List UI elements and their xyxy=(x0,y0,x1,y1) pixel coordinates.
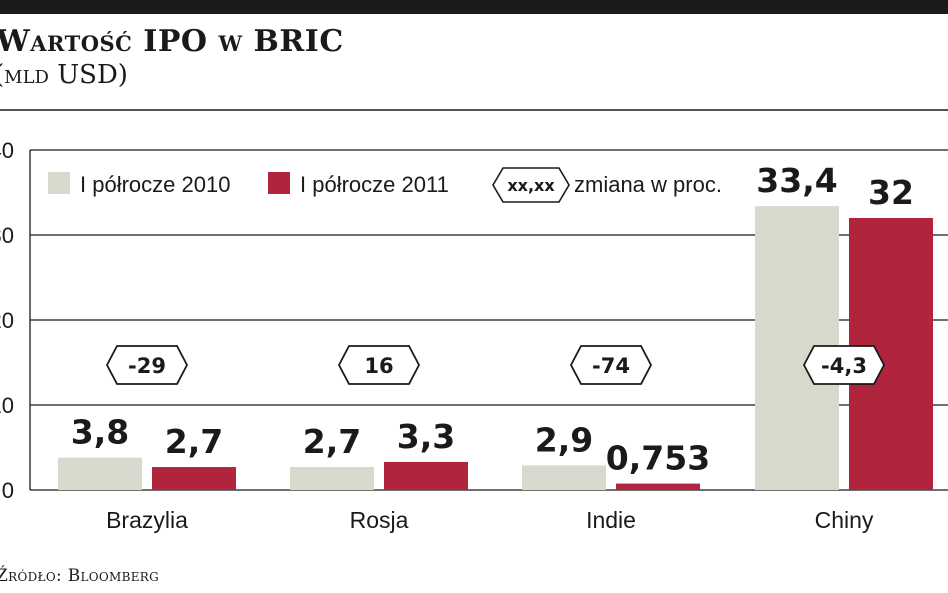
chart-subtitle: (mld USD) xyxy=(0,60,128,90)
data-label: 3,3 xyxy=(397,417,455,456)
change-legend-label: zmiana w proc. xyxy=(574,172,722,197)
change-legend-badge xyxy=(492,167,570,203)
change-label: 16 xyxy=(364,354,393,378)
bar xyxy=(58,457,142,490)
change-label: -4,3 xyxy=(821,354,867,378)
y-tick-label: 0 xyxy=(2,478,14,503)
bar xyxy=(616,483,700,490)
data-label: 2,7 xyxy=(303,422,361,461)
data-label: 3,8 xyxy=(71,413,129,452)
bar xyxy=(290,467,374,490)
y-tick-label: 20 xyxy=(0,308,14,333)
change-legend-symbol: xx,xx xyxy=(507,176,555,195)
bar xyxy=(152,467,236,490)
data-label: 0,753 xyxy=(606,439,710,478)
change-label: -29 xyxy=(128,354,166,378)
y-tick-label: 30 xyxy=(0,223,14,248)
change-badge xyxy=(802,345,886,385)
data-label: 33,4 xyxy=(756,161,837,200)
legend-swatch xyxy=(268,172,290,194)
y-tick-label: 10 xyxy=(0,393,14,418)
x-tick-label: Chiny xyxy=(815,507,874,533)
legend-label: I półrocze 2011 xyxy=(300,172,449,197)
change-badge xyxy=(105,345,189,385)
x-tick-label: Rosja xyxy=(350,507,409,533)
legend-label: I półrocze 2010 xyxy=(80,172,230,197)
change-badge xyxy=(337,345,421,385)
x-tick-label: Indie xyxy=(586,507,636,533)
legend-swatch xyxy=(48,172,70,194)
data-label: 2,9 xyxy=(535,420,593,459)
bar xyxy=(384,461,468,490)
y-tick-label: 40 xyxy=(0,138,14,163)
chart-title: Wartość IPO w BRIC xyxy=(0,24,344,59)
top-bar xyxy=(0,0,948,14)
chart-source: Źródło: Bloomberg xyxy=(0,566,160,586)
data-label: 2,7 xyxy=(165,422,223,461)
x-tick-label: Brazylia xyxy=(106,507,188,533)
change-label: -74 xyxy=(592,354,630,378)
bar xyxy=(522,465,606,490)
data-label: 32 xyxy=(868,173,914,212)
change-badge xyxy=(569,345,653,385)
